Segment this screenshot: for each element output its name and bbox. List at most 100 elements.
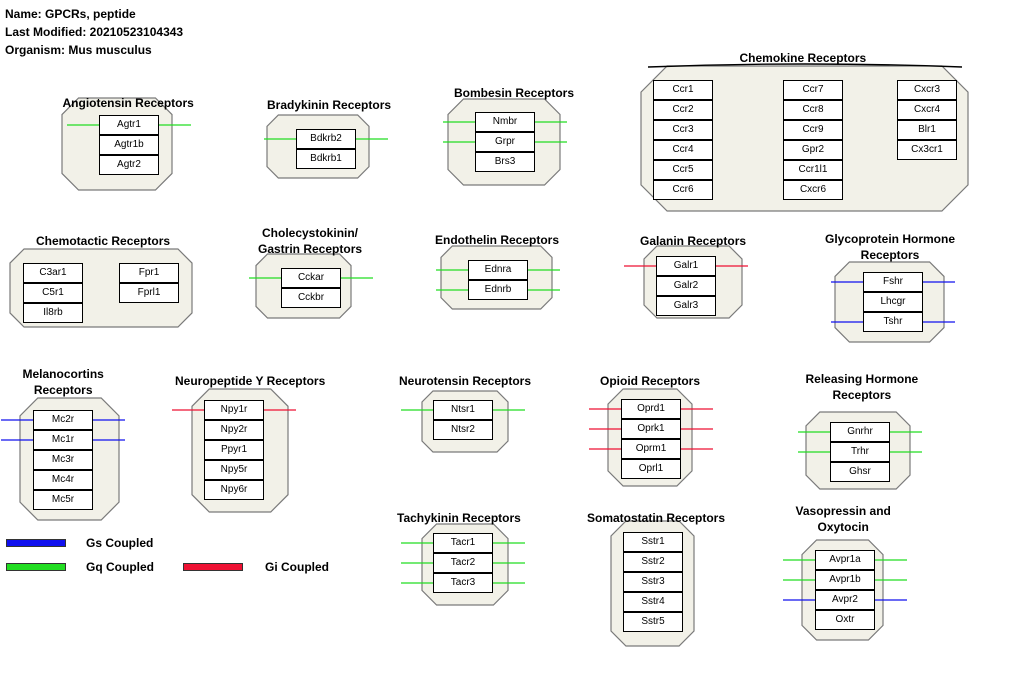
legend-gi-swatch: [183, 563, 243, 571]
gene-node[interactable]: Npy1r: [204, 400, 264, 420]
gene-node[interactable]: Ccr5: [653, 160, 713, 180]
group-title-line: Angiotensin Receptors: [62, 96, 194, 110]
gene-node[interactable]: Ccr1l1: [783, 160, 843, 180]
gene-node[interactable]: Trhr: [830, 442, 890, 462]
gene-node[interactable]: Ccr3: [653, 120, 713, 140]
gene-node[interactable]: Avpr1b: [815, 570, 875, 590]
gene-node[interactable]: Avpr2: [815, 590, 875, 610]
last-modified: Last Modified: 20210523104343: [5, 25, 184, 39]
gene-node[interactable]: Agtr2: [99, 155, 159, 175]
gene-node[interactable]: Ccr4: [653, 140, 713, 160]
gene-node[interactable]: Oprl1: [621, 459, 681, 479]
gene-node[interactable]: C3ar1: [23, 263, 83, 283]
group-title-melanocortins: Melanocortins Receptors: [23, 366, 104, 398]
gene-node[interactable]: Tacr1: [433, 533, 493, 553]
gene-node[interactable]: Sstr1: [623, 532, 683, 552]
gene-node[interactable]: Fprl1: [119, 283, 179, 303]
gene-node[interactable]: Nmbr: [475, 112, 535, 132]
gene-node[interactable]: Mc2r: [33, 410, 93, 430]
gene-node[interactable]: Sstr3: [623, 572, 683, 592]
gene-node[interactable]: Sstr2: [623, 552, 683, 572]
group-title-vasopressin: Vasopressin and Oxytocin: [796, 503, 891, 535]
gene-node[interactable]: Gnrhr: [830, 422, 890, 442]
gene-node[interactable]: Cx3cr1: [897, 140, 957, 160]
gene-node[interactable]: Galr2: [656, 276, 716, 296]
gene-node[interactable]: Ednra: [468, 260, 528, 280]
gene-node[interactable]: Ppyr1: [204, 440, 264, 460]
gene-node[interactable]: Mc5r: [33, 490, 93, 510]
group-title-line: Receptors: [860, 248, 920, 262]
gene-node[interactable]: Cckar: [281, 268, 341, 288]
gene-node[interactable]: Ednrb: [468, 280, 528, 300]
gene-node[interactable]: Oprk1: [621, 419, 681, 439]
group-title-line: Opioid Receptors: [600, 374, 701, 388]
group-title-line: Receptors: [832, 388, 892, 402]
group-title-line: Bradykinin Receptors: [267, 98, 392, 112]
chemokine-bracket: [647, 63, 963, 68]
gene-node[interactable]: Oprd1: [621, 399, 681, 419]
gene-node[interactable]: Ccr8: [783, 100, 843, 120]
gene-node[interactable]: Npy5r: [204, 460, 264, 480]
gene-node[interactable]: Galr1: [656, 256, 716, 276]
group-title-line: Endothelin Receptors: [435, 233, 560, 247]
gene-node[interactable]: Cxcr6: [783, 180, 843, 200]
gene-node[interactable]: Grpr: [475, 132, 535, 152]
gene-node[interactable]: Bdkrb1: [296, 149, 356, 169]
gene-node[interactable]: Mc4r: [33, 470, 93, 490]
gene-node[interactable]: Fshr: [863, 272, 923, 292]
gene-node[interactable]: Cxcr3: [897, 80, 957, 100]
gene-node[interactable]: Ccr2: [653, 100, 713, 120]
gene-node[interactable]: Ccr9: [783, 120, 843, 140]
legend-gs-label: Gs Coupled: [86, 536, 154, 550]
gene-node[interactable]: Tshr: [863, 312, 923, 332]
gene-node[interactable]: Mc1r: [33, 430, 93, 450]
gene-node[interactable]: Agtr1: [99, 115, 159, 135]
group-title-line: Receptors: [33, 383, 93, 397]
gene-node[interactable]: Ccr1: [653, 80, 713, 100]
group-title-releasing: Releasing Hormone Receptors: [806, 371, 919, 403]
gene-node[interactable]: Npy2r: [204, 420, 264, 440]
gene-node[interactable]: Cxcr4: [897, 100, 957, 120]
gene-node[interactable]: Bdkrb2: [296, 129, 356, 149]
gene-node[interactable]: Fpr1: [119, 263, 179, 283]
group-title-bradykinin: Bradykinin Receptors: [267, 97, 391, 113]
group-title-opioid: Opioid Receptors: [600, 373, 700, 389]
gene-node[interactable]: Avpr1a: [815, 550, 875, 570]
group-title-line: Tachykinin Receptors: [397, 511, 521, 525]
gene-node[interactable]: Tacr3: [433, 573, 493, 593]
group-title-line: Melanocortins: [22, 367, 104, 381]
group-title-tachykinin: Tachykinin Receptors: [397, 510, 521, 526]
gene-node[interactable]: Sstr4: [623, 592, 683, 612]
gene-node[interactable]: Ccr6: [653, 180, 713, 200]
group-title-chemotactic: Chemotactic Receptors: [36, 233, 170, 249]
gene-node[interactable]: Ccr7: [783, 80, 843, 100]
group-title-glycoprotein: Glycoprotein Hormone Receptors: [825, 231, 955, 263]
gene-node[interactable]: Npy6r: [204, 480, 264, 500]
pathway-name: Name: GPCRs, peptide: [5, 7, 136, 21]
group-title-angiotensin: Angiotensin Receptors: [63, 95, 194, 111]
gene-node[interactable]: Galr3: [656, 296, 716, 316]
gene-node[interactable]: Sstr5: [623, 612, 683, 632]
gene-node[interactable]: Ghsr: [830, 462, 890, 482]
gene-node[interactable]: Ntsr2: [433, 420, 493, 440]
gene-node[interactable]: Oxtr: [815, 610, 875, 630]
gene-node[interactable]: Cckbr: [281, 288, 341, 308]
gene-node[interactable]: C5r1: [23, 283, 83, 303]
gene-node[interactable]: Ntsr1: [433, 400, 493, 420]
group-title-line: Releasing Hormone: [805, 372, 919, 386]
gene-node[interactable]: Mc3r: [33, 450, 93, 470]
gene-node[interactable]: Agtr1b: [99, 135, 159, 155]
gene-node[interactable]: Gpr2: [783, 140, 843, 160]
gene-node[interactable]: Il8rb: [23, 303, 83, 323]
gene-node[interactable]: Oprm1: [621, 439, 681, 459]
gene-node[interactable]: Lhcgr: [863, 292, 923, 312]
group-title-line: Neurotensin Receptors: [399, 374, 532, 388]
organism: Organism: Mus musculus: [5, 43, 152, 57]
gene-node[interactable]: Blr1: [897, 120, 957, 140]
group-title-endothelin: Endothelin Receptors: [435, 232, 559, 248]
group-title-line: Cholecystokinin/: [262, 226, 359, 240]
group-title-npy: Neuropeptide Y Receptors: [175, 373, 325, 389]
gene-node[interactable]: Tacr2: [433, 553, 493, 573]
group-title-line: Glycoprotein Hormone: [825, 232, 956, 246]
gene-node[interactable]: Brs3: [475, 152, 535, 172]
